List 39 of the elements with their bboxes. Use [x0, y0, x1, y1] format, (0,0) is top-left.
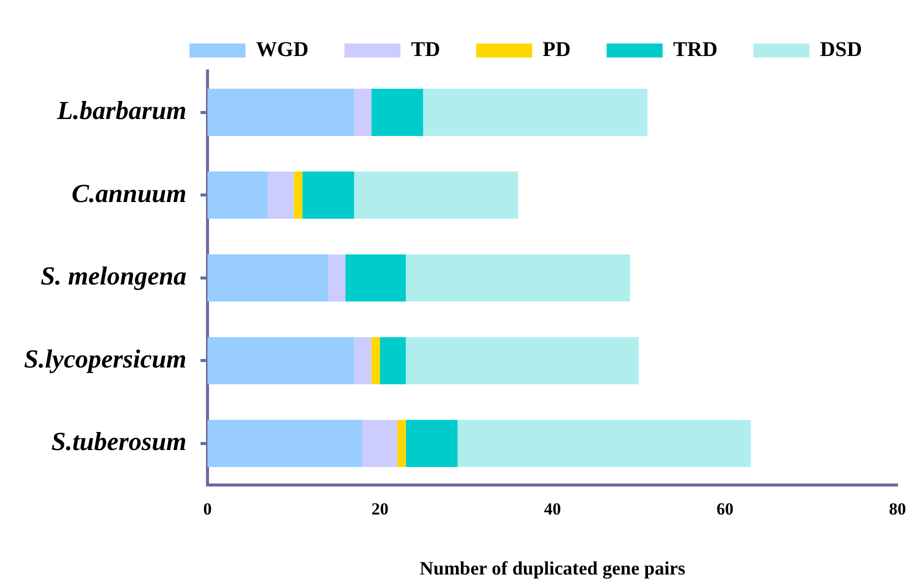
bar	[207, 88, 354, 136]
bar	[371, 337, 380, 384]
x-tick-label: 20	[371, 499, 388, 518]
y-tick-label: S. melongena	[40, 262, 186, 291]
y-tick-label: S.tuberosum	[51, 427, 186, 456]
legend-label: PD	[542, 36, 571, 61]
legend-label: TRD	[673, 36, 718, 61]
y-tick-label: L.barbarum	[56, 96, 186, 126]
y-tick-label: S.lycopersicum	[24, 344, 186, 374]
bar	[354, 172, 518, 219]
bar	[207, 337, 354, 384]
bar	[328, 254, 346, 302]
y-tick-label: C.annuum	[72, 178, 186, 208]
bar	[406, 254, 630, 302]
bar	[380, 337, 406, 384]
bar	[458, 420, 751, 468]
bar	[294, 172, 302, 219]
bar	[268, 172, 294, 219]
bar	[207, 420, 363, 468]
x-tick-label: 80	[889, 499, 906, 518]
bar	[371, 88, 424, 136]
bar	[207, 172, 268, 219]
bar	[406, 420, 458, 468]
bar	[397, 420, 406, 468]
legend-label: WGD	[256, 36, 308, 61]
bar	[354, 88, 372, 136]
x-tick-label: 0	[203, 499, 212, 518]
x-tick-label: 40	[544, 499, 561, 518]
bar	[362, 420, 398, 468]
x-tick-label: 60	[716, 499, 734, 518]
legend-label: TD	[410, 36, 440, 61]
bar	[423, 88, 648, 136]
bar	[406, 337, 639, 384]
bar	[345, 254, 406, 302]
bar	[207, 254, 328, 302]
legend-label: DSD	[820, 36, 862, 61]
x-axis-title: Number of duplicated gene pairs	[420, 558, 686, 580]
bar	[354, 337, 372, 384]
bar	[302, 172, 354, 219]
